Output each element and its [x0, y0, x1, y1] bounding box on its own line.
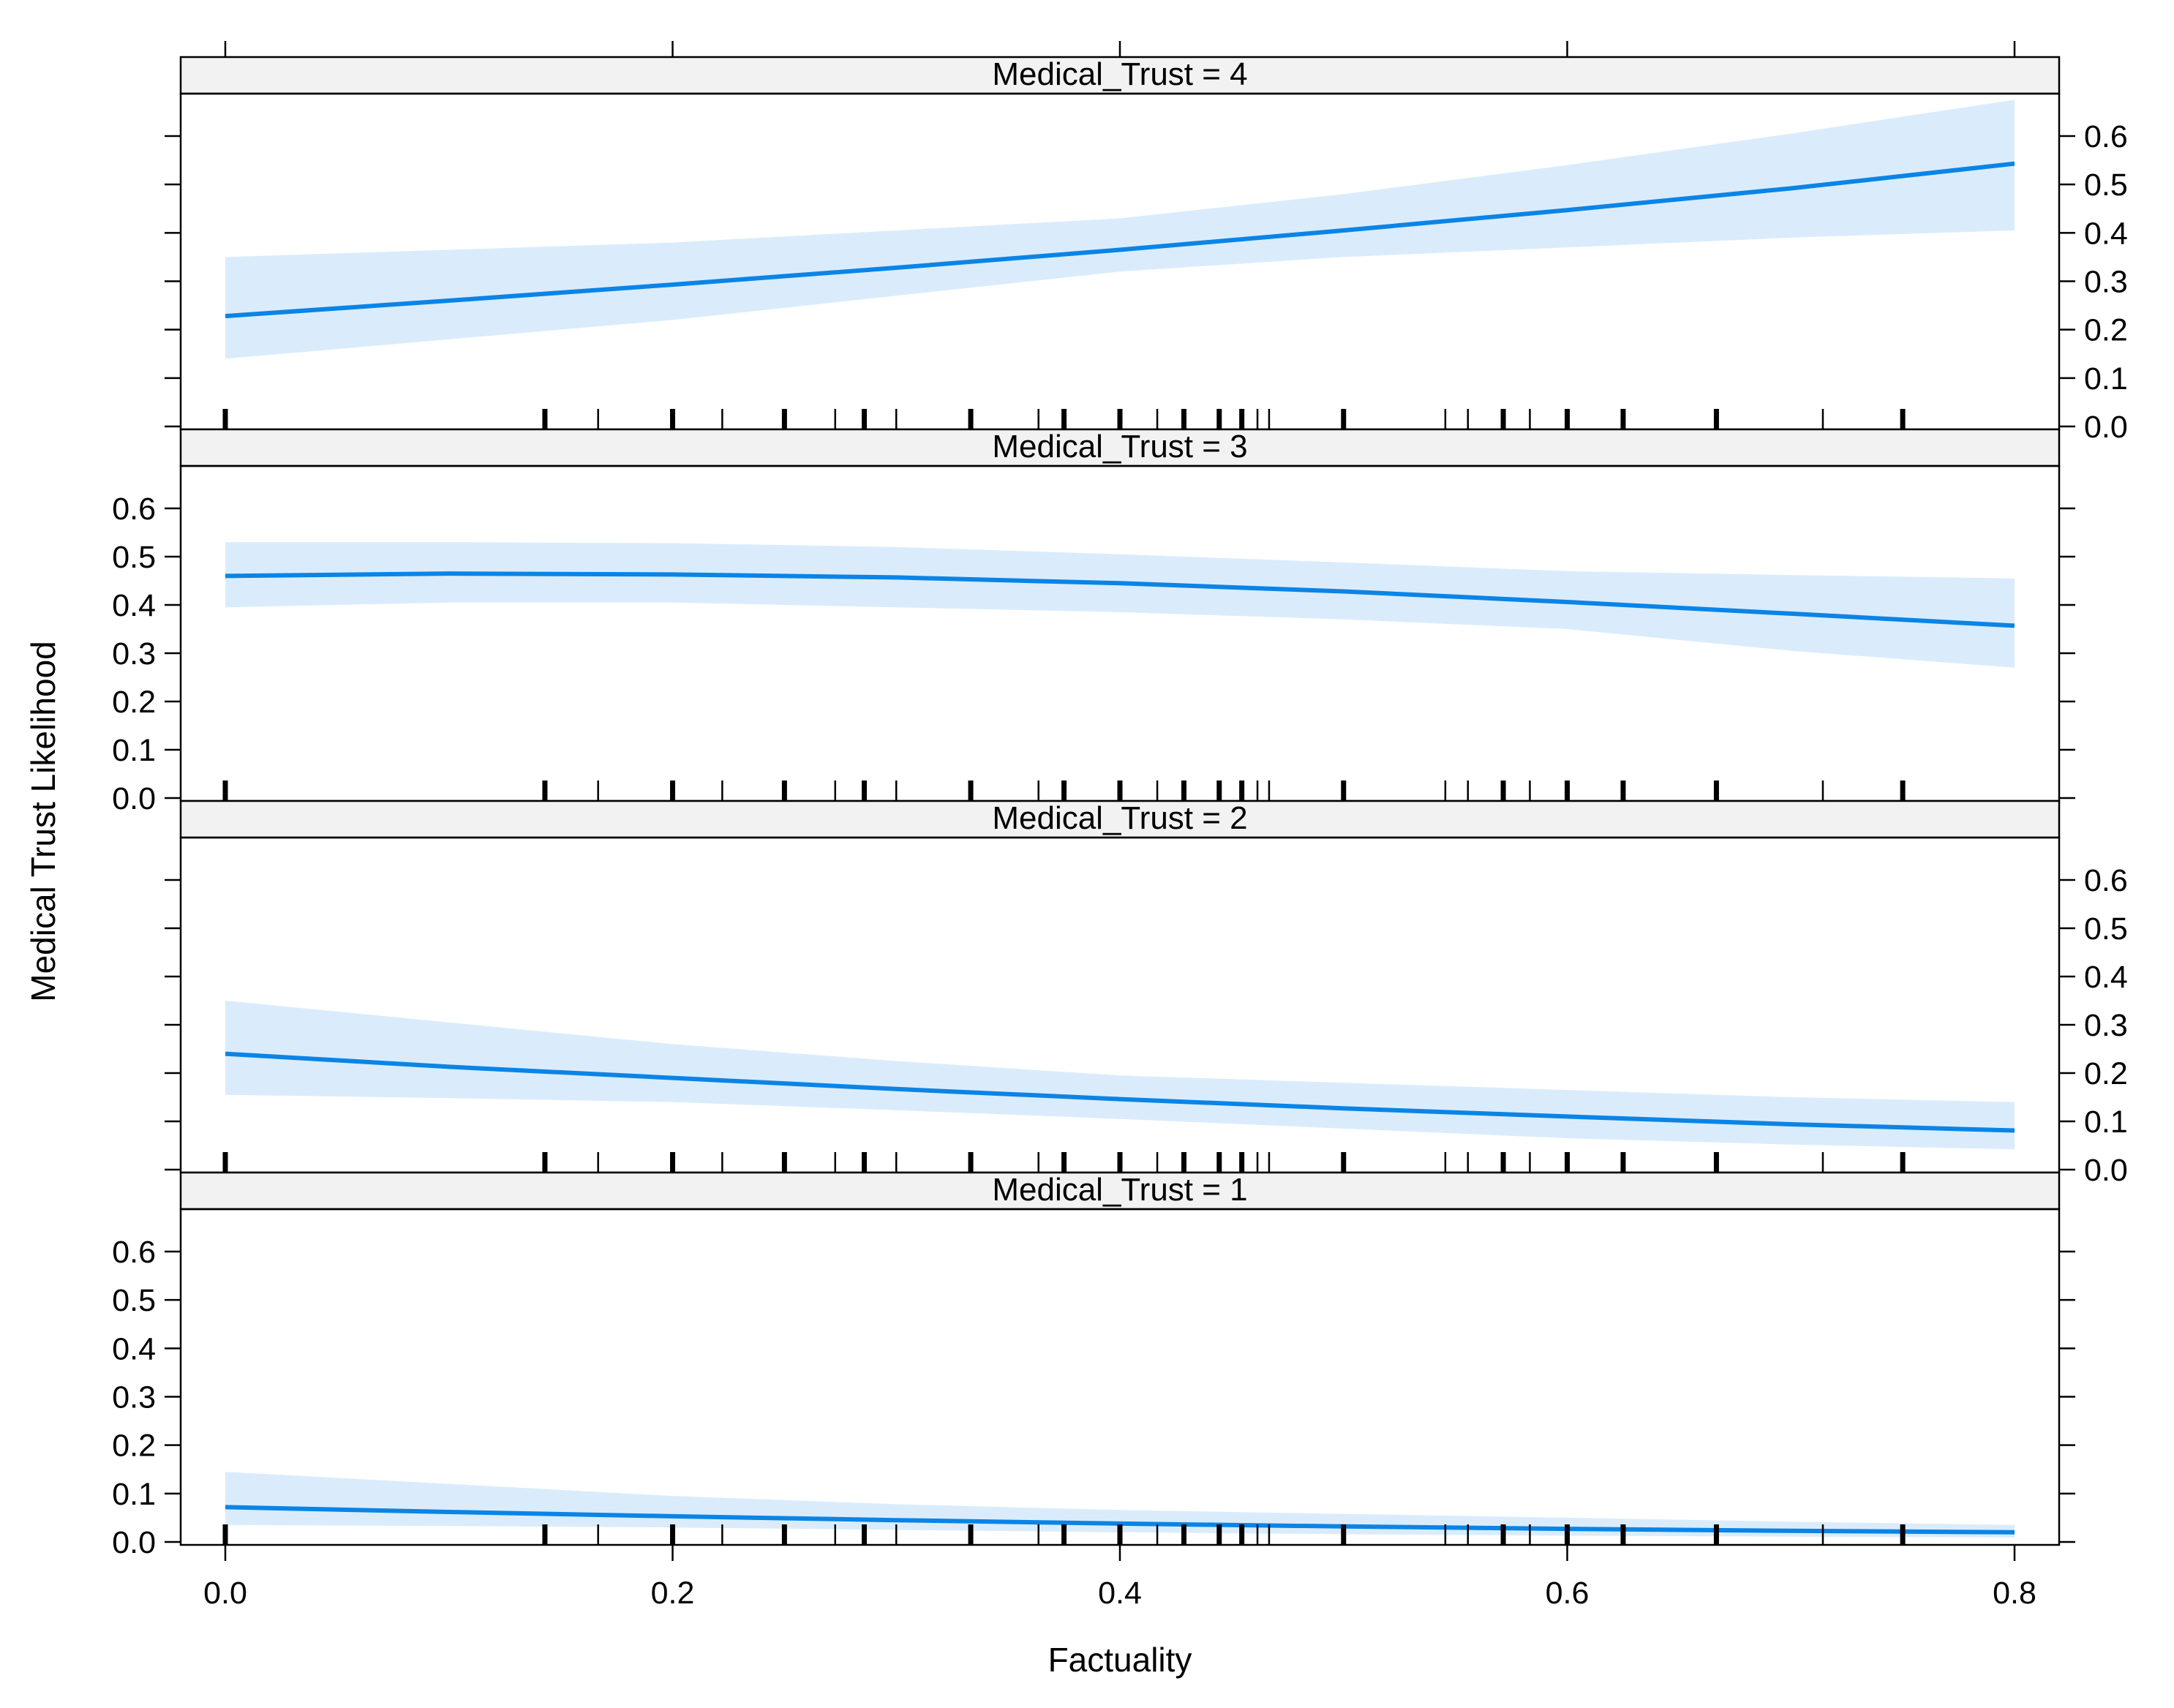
series-line [225, 571, 2015, 628]
y-tick-label: 0.0 [2084, 1153, 2128, 1188]
panel-strip [179, 56, 2061, 95]
y-axis-title: Medical Trust Likelihood [24, 641, 62, 1001]
y-tick-label: 0.4 [112, 1331, 156, 1366]
y-tick-label: 0.6 [112, 1235, 156, 1270]
y-tick-label: 0.6 [112, 492, 156, 527]
y-tick-label: 0.5 [2084, 168, 2128, 203]
y-tick-label: 0.0 [112, 781, 156, 816]
y-tick-label: 0.1 [112, 733, 156, 768]
y-tick-label: 0.2 [2084, 1056, 2128, 1091]
y-tick-label: 0.6 [2084, 863, 2128, 898]
y-tick-label: 0.6 [2084, 119, 2128, 154]
series-line [225, 161, 2015, 319]
y-tick-label: 0.1 [112, 1477, 156, 1512]
y-tick-label: 0.1 [2084, 361, 2128, 396]
confidence-band [225, 542, 2015, 668]
panel-strip-label: Medical_Trust = 3 [992, 429, 1247, 464]
y-tick-label: 0.4 [112, 588, 156, 623]
panel-strip-label: Medical_Trust = 2 [992, 800, 1247, 836]
series-line [225, 1051, 2015, 1133]
rug [222, 1152, 1906, 1173]
confidence-band [225, 1001, 2015, 1150]
y-tick-label: 0.0 [2084, 410, 2128, 445]
panel: Medical_Trust = 2 0.0 0.1 0.2 0.3 0.4 0.5 0.6 [165, 800, 2128, 1188]
x-tick-label: 0.8 [1993, 1576, 2036, 1611]
y-tick-label: 0.5 [2084, 911, 2128, 947]
y-tick-label: 0.3 [112, 1380, 156, 1415]
y-tick-label: 0.2 [2084, 313, 2128, 348]
rug [222, 1524, 1906, 1545]
y-tick-label: 0.4 [2084, 960, 2128, 995]
x-tick-label: 0.0 [203, 1576, 247, 1611]
y-tick-label: 0.3 [112, 636, 156, 671]
panel: Medical_Trust = 1 0.0 0.1 0.2 0.3 0.4 0.5 0.6 [112, 1171, 2075, 1560]
rug [222, 780, 1906, 801]
y-tick-label: 0.2 [112, 685, 156, 720]
y-tick-label: 0.5 [112, 1283, 156, 1318]
y-tick-label: 0.3 [2084, 265, 2128, 300]
x-axis-title: Factuality [1048, 1641, 1192, 1679]
panel-strip [179, 800, 2061, 839]
x-tick-label: 0.4 [1098, 1576, 1142, 1611]
panel-strip-label: Medical_Trust = 1 [992, 1172, 1247, 1208]
y-tick-label: 0.1 [2084, 1105, 2128, 1140]
confidence-band [225, 1472, 2015, 1538]
chart-panels: Medical_Trust = 40.00.10.20.30.40.50.6Me… [112, 56, 2128, 1560]
y-tick-label: 0.2 [112, 1429, 156, 1464]
panel: Medical_Trust = 3 0.0 0.1 0.2 0.3 0.4 0.5 0.6 [112, 428, 2075, 816]
panel-strip-label: Medical_Trust = 4 [992, 56, 1247, 92]
x-tick-label: 0.2 [651, 1576, 695, 1611]
y-tick-label: 0.3 [2084, 1008, 2128, 1043]
panel-strip [179, 428, 2061, 467]
x-tick-label: 0.6 [1546, 1576, 1590, 1611]
y-tick-label: 0.5 [112, 540, 156, 575]
y-tick-label: 0.4 [2084, 216, 2128, 251]
y-tick-label: 0.0 [112, 1525, 156, 1560]
confidence-band [225, 99, 2015, 359]
rug [222, 409, 1906, 429]
x-axis: 0.0 0.2 0.4 0.6 0.8 [203, 41, 2036, 1611]
panel: Medical_Trust = 4 0.0 0.1 0.2 0.3 0.4 0.5 0.6 [165, 56, 2128, 445]
